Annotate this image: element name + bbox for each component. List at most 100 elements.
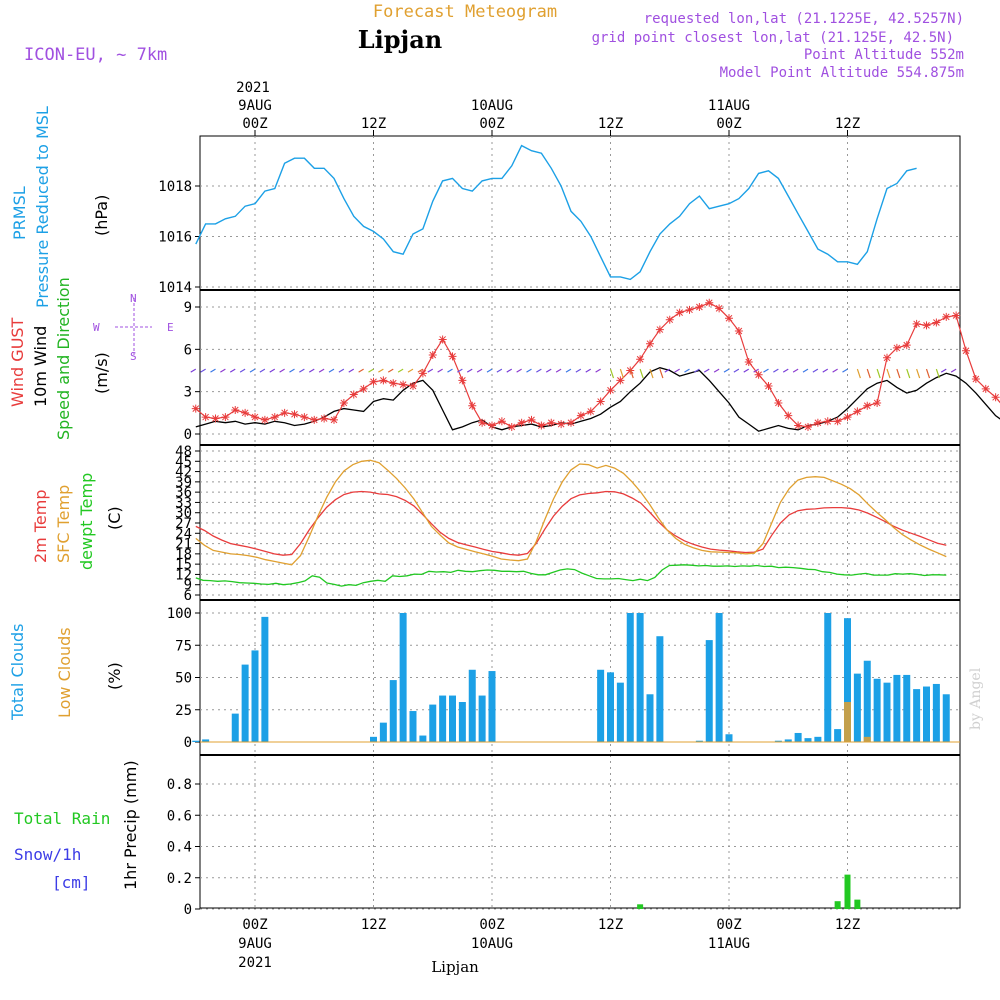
chart-panels: 1014101610180369691215182124273033363942… (158, 135, 1000, 918)
gust-marker (971, 374, 980, 383)
wind-direction-arrow (639, 368, 644, 379)
wind-direction-arrow (526, 368, 532, 373)
total-cloud-bar (853, 673, 861, 742)
wind-direction-arrow (457, 368, 463, 373)
wind-direction-arrow (609, 368, 615, 379)
compass-w: W (93, 321, 100, 334)
gust-marker (497, 417, 506, 426)
gust-marker (359, 384, 368, 393)
gust-marker (962, 346, 970, 355)
top-time-label: 00Z (242, 116, 267, 132)
wind-direction-arrow (249, 368, 256, 373)
gust-marker (804, 422, 812, 431)
bottom-time-label: 10AUG (471, 936, 513, 952)
wind-direction-arrow (659, 368, 664, 379)
y-tick-label: 6 (184, 342, 192, 358)
pct-unit-label: (%) (105, 662, 124, 690)
wind-direction-arrow (348, 368, 355, 373)
dewpt-line (195, 564, 947, 587)
gust-marker (705, 298, 714, 307)
top-time-label: 12Z (835, 116, 860, 132)
model-altitude: Model Point Altitude 554.875m (720, 65, 964, 81)
total-cloud-bar (923, 686, 930, 742)
wind-direction-arrow (925, 368, 931, 379)
y-tick-label: 0.6 (167, 808, 192, 824)
low-clouds-label: Low Clouds (55, 627, 74, 718)
dewpt-temp-label: dewpt Temp (77, 473, 96, 570)
wind-direction-arrow (496, 368, 503, 373)
wind-direction-arrow (407, 368, 414, 373)
wind-direction-arrow (802, 368, 809, 373)
wind-direction-arrow (950, 368, 957, 373)
gust-marker (557, 420, 566, 429)
total-cloud-bar (616, 682, 624, 742)
bottom-time-label: 2021 (238, 955, 272, 971)
speed-direction-label: Speed and Direction (54, 277, 73, 440)
total-cloud-bar (893, 674, 901, 742)
gust-marker (349, 390, 358, 399)
total-cloud-bar (389, 680, 397, 742)
gust-marker (655, 325, 664, 334)
wind-direction-arrow (378, 368, 384, 373)
total-cloud-bar (794, 732, 802, 742)
total-cloud-bar (439, 695, 447, 742)
temp-2m-label: 2m Temp (31, 490, 50, 564)
gust-marker (853, 407, 862, 416)
wind-direction-arrow (575, 368, 582, 373)
cloud-labels: Total Clouds Low Clouds (%) (8, 624, 124, 722)
wind-direction-arrow (536, 368, 542, 373)
gust-marker (428, 350, 437, 359)
wind-direction-arrow (229, 368, 236, 373)
wind-direction-arrow (935, 368, 940, 379)
top-time-axis: 2021 9AUG 00Z 12Z 10AUG 00Z 12Z 11AUG 00Z 12Z (236, 80, 860, 136)
total-cloud-bar (419, 735, 427, 742)
total-cloud-bar (449, 695, 456, 742)
gust-marker (320, 414, 329, 423)
total-cloud-bar (379, 722, 387, 742)
total-cloud-bar (261, 616, 269, 742)
rain-bar (844, 874, 851, 909)
wind-direction-arrow (220, 368, 226, 373)
bottom-time-label: 12Z (835, 917, 860, 933)
wind-direction-arrow (387, 368, 394, 373)
precip-labels: Total Rain Snow/1h [cm] 1hr Precip (mm) (14, 760, 140, 892)
snow-unit-label: [cm] (52, 873, 91, 892)
compass-s: S (130, 350, 137, 363)
wind-direction-arrow (832, 368, 838, 373)
wind-direction-arrow (299, 368, 305, 373)
compass-icon: W E N S (93, 292, 174, 363)
wind-direction-arrow (308, 368, 315, 373)
gust-marker (389, 379, 398, 388)
gust-marker (725, 314, 733, 323)
total-cloud-bar (251, 650, 259, 742)
gridpoint-coords: grid point closest lon,lat (21.125E, 42.… (592, 30, 954, 46)
wind-direction-arrow (649, 368, 654, 379)
total-rain-label: Total Rain (14, 809, 110, 828)
gust-marker (863, 401, 872, 410)
top-time-label: 12Z (361, 116, 386, 132)
wind-labels: Wind GUST 10m Wind Speed and Direction (… (8, 277, 111, 440)
wind-direction-arrow (629, 368, 634, 379)
wind-direction-arrow (906, 368, 911, 379)
credit-label: by Angel (968, 667, 984, 730)
temperature-series (195, 459, 947, 587)
gust-marker (191, 404, 200, 413)
bottom-time-label: 12Z (361, 917, 386, 933)
total-cloud-bar (913, 689, 921, 742)
top-time-label: 9AUG (238, 98, 272, 114)
total-cloud-bar (468, 669, 476, 742)
total-cloud-bar (725, 734, 733, 742)
temp-labels: 2m Temp SFC Temp dewpt Temp (C) (31, 473, 124, 570)
gust-marker (251, 413, 259, 422)
wind-direction-arrow (555, 368, 562, 373)
total-clouds-label: Total Clouds (8, 624, 27, 722)
wind-direction-arrow (713, 368, 720, 373)
gust-marker (932, 318, 941, 327)
total-cloud-bar (241, 664, 249, 742)
panel-precip: 0 0.2 0.4 0.6 0.8 (167, 754, 961, 918)
gust-marker (942, 312, 951, 321)
total-cloud-bar (774, 740, 782, 742)
total-cloud-bar (231, 713, 239, 742)
gust-marker (754, 370, 763, 379)
